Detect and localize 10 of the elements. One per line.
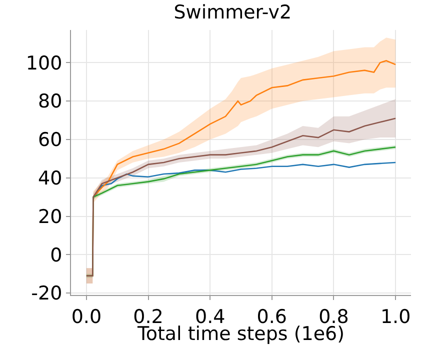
y-tick-label: 80: [38, 90, 62, 113]
y-tick-label: 100: [26, 52, 62, 74]
y-tick-label: 60: [38, 129, 62, 152]
x-tick-label: 0.0: [71, 306, 102, 328]
chart-title: Swimmer-v2: [174, 1, 292, 24]
x-tick-label: 1.0: [380, 306, 411, 328]
y-tick-label: 40: [38, 168, 62, 190]
y-tick-label: 20: [38, 206, 62, 228]
y-tick-label: 0: [50, 244, 62, 266]
y-tick-label: -20: [31, 282, 62, 305]
